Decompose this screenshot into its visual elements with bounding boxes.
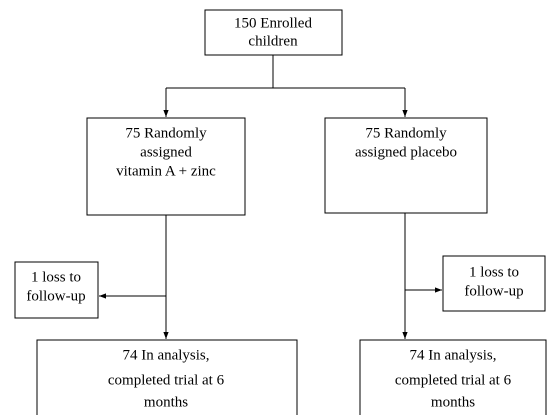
node-box bbox=[14, 261, 99, 319]
node-text: 1 loss to bbox=[31, 269, 81, 285]
node-text: 74 In analysis, bbox=[409, 347, 496, 363]
node-text: 75 Randomly bbox=[125, 125, 207, 141]
node-box bbox=[36, 339, 298, 415]
node-box bbox=[442, 255, 546, 312]
node-text: 74 In analysis, bbox=[122, 347, 209, 363]
node-text: completed trial at 6 bbox=[108, 372, 225, 388]
node-text: assigned placebo bbox=[355, 144, 457, 160]
node-box bbox=[324, 117, 488, 214]
node-text: months bbox=[431, 394, 475, 410]
node-text: completed trial at 6 bbox=[395, 372, 512, 388]
node-text: 1 loss to bbox=[469, 264, 519, 280]
node-text: follow-up bbox=[464, 283, 523, 299]
node-text: follow-up bbox=[26, 288, 85, 304]
node-text: 75 Randomly bbox=[365, 125, 447, 141]
node-text: 150 Enrolled bbox=[234, 15, 312, 31]
node-box bbox=[204, 9, 343, 56]
node-box bbox=[86, 117, 246, 216]
node-text: months bbox=[144, 394, 188, 410]
node-text: vitamin A + zinc bbox=[116, 163, 216, 179]
node-box bbox=[359, 339, 547, 415]
node-text: children bbox=[248, 33, 298, 49]
node-text: assigned bbox=[140, 144, 192, 160]
